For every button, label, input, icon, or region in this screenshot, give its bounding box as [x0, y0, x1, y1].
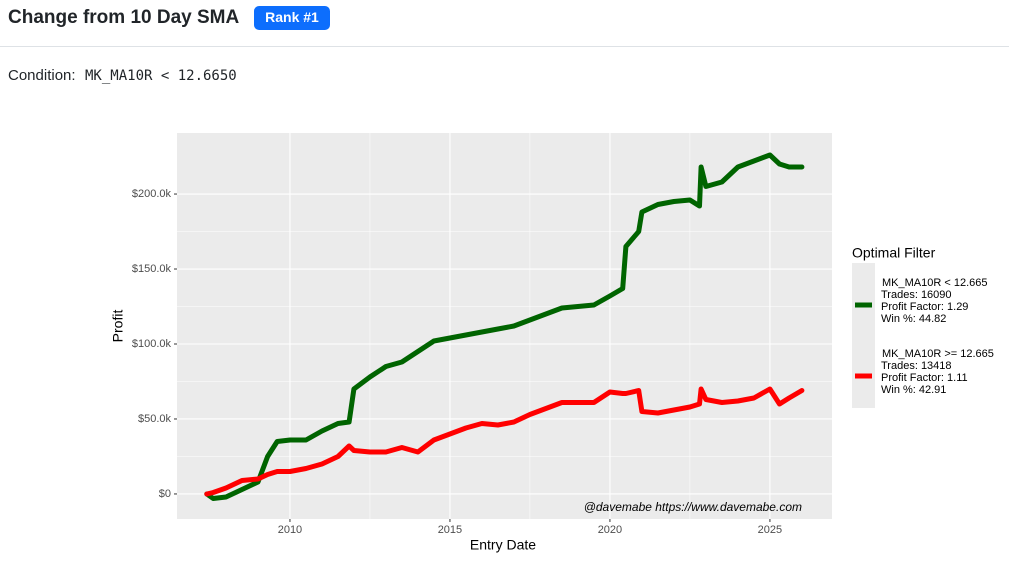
y-tick-label: $0 — [159, 488, 171, 500]
legend-detail: Trades: 16090 — [881, 289, 952, 301]
annotation: @davemabe https://www.davemabe.com — [584, 500, 802, 514]
y-axis-label: Profit — [110, 310, 126, 343]
series-line — [204, 152, 805, 501]
series-line — [204, 386, 805, 497]
x-tick-label: 2025 — [758, 524, 782, 536]
legend-detail: Win %: 44.82 — [881, 313, 946, 325]
legend-detail: Profit Factor: 1.11 — [881, 372, 968, 384]
legend-detail: Win %: 42.91 — [881, 384, 946, 396]
legend-title: Optimal Filter — [852, 245, 936, 261]
x-tick-label: 2015 — [438, 524, 462, 536]
legend-detail: Trades: 13418 — [881, 360, 952, 372]
legend-label: MK_MA10R >= 12.665 — [882, 348, 994, 360]
y-tick-label: $100.0k — [132, 338, 172, 350]
legend-key-bg — [852, 263, 875, 408]
x-axis-label: Entry Date — [470, 537, 536, 553]
y-tick-label: $150.0k — [132, 263, 172, 275]
badge — [254, 6, 330, 30]
y-tick-label: $50.0k — [138, 413, 172, 425]
condition-label: Condition: — [8, 67, 76, 84]
y-tick-label: $200.0k — [132, 188, 172, 200]
badge-text: Rank #1 — [265, 9, 319, 25]
page-title: Change from 10 Day SMA — [8, 7, 239, 28]
x-tick-label: 2010 — [278, 524, 302, 536]
legend-label: MK_MA10R < 12.665 — [882, 277, 987, 289]
legend-detail: Profit Factor: 1.29 — [881, 301, 968, 313]
condition-value: MK_MA10R < 12.6650 — [85, 68, 237, 84]
x-tick-label: 2020 — [598, 524, 622, 536]
